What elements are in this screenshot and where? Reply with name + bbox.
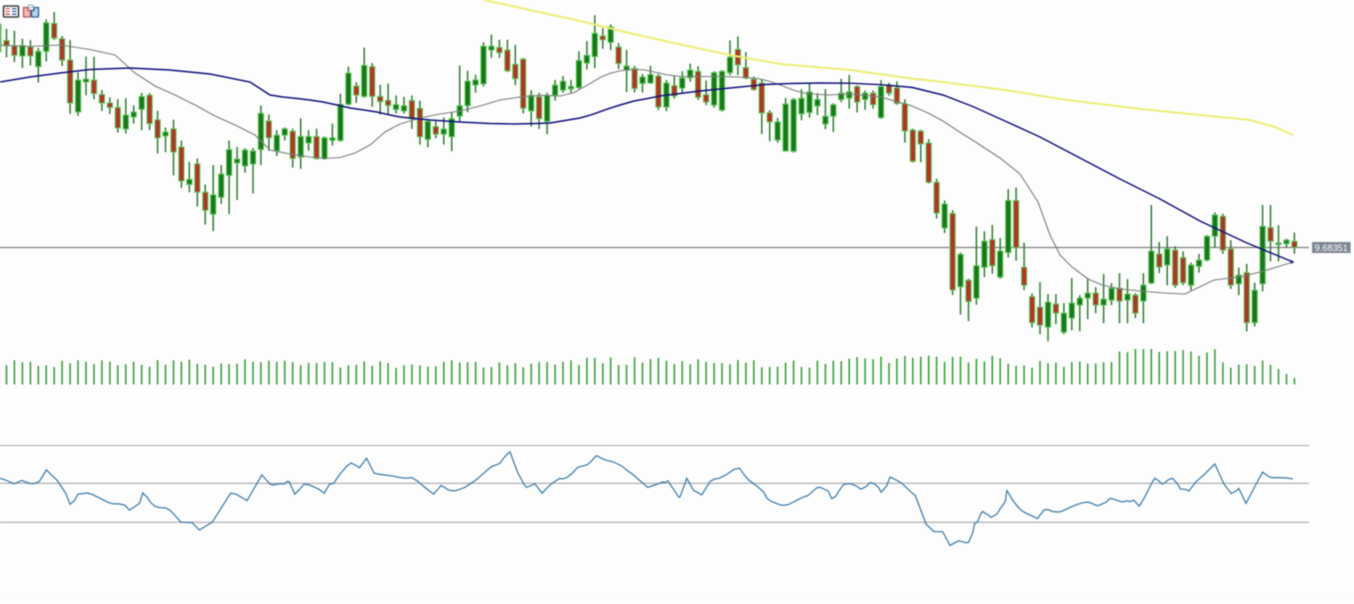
svg-text:9.68351: 9.68351 — [1315, 243, 1348, 253]
